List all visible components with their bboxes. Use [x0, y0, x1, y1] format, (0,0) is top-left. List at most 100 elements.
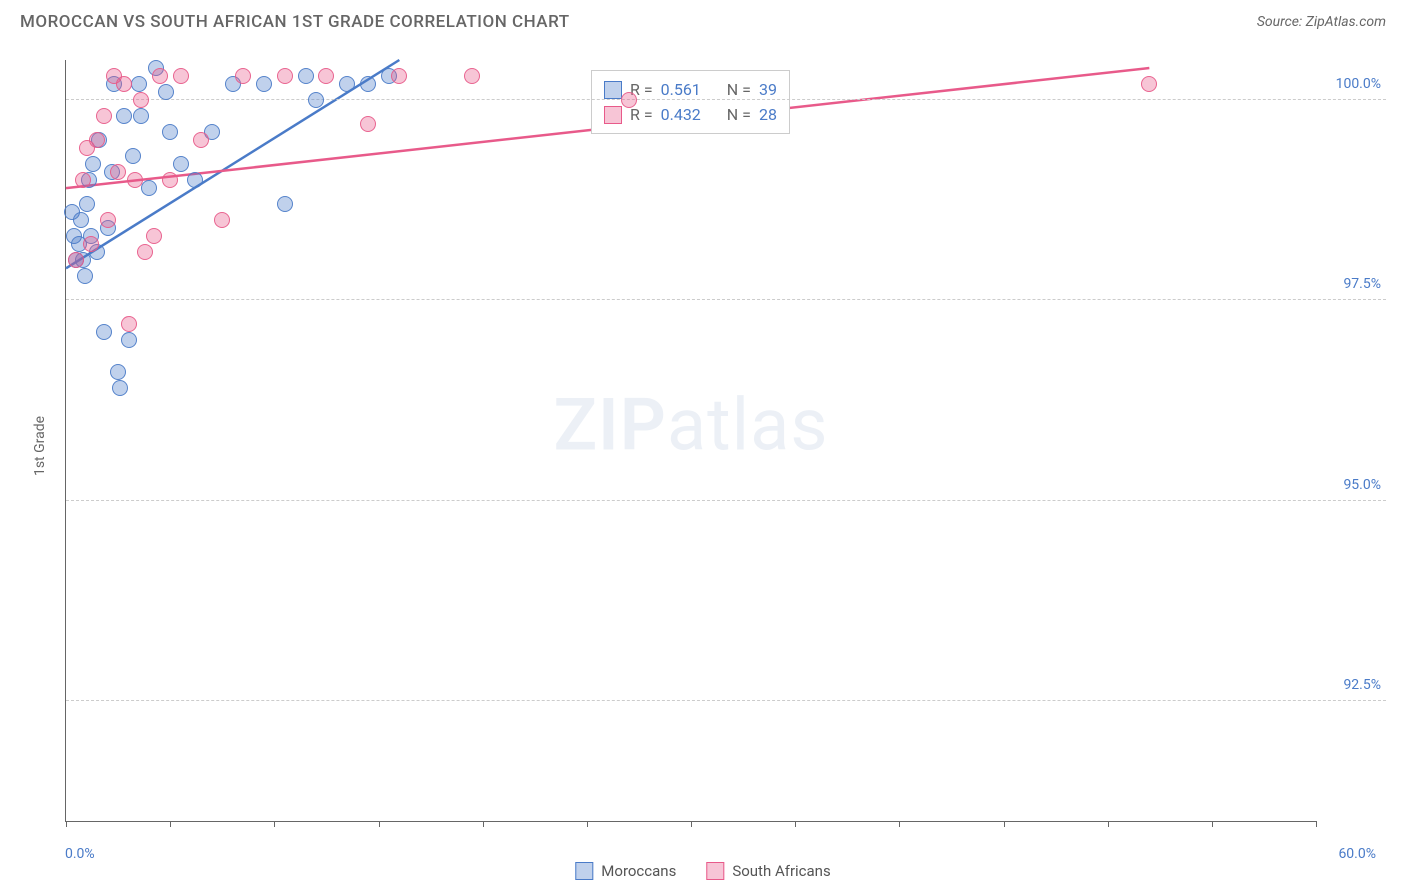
gridline-h [66, 500, 1386, 501]
y-tick-label: 92.5% [1343, 677, 1381, 693]
scatter-point [1141, 76, 1157, 92]
legend-item: Moroccans [575, 862, 676, 880]
source-prefix: Source: [1257, 14, 1306, 30]
x-tick [1108, 821, 1109, 827]
chart-source: Source: ZipAtlas.com [1257, 14, 1386, 30]
x-tick [1316, 821, 1317, 827]
scatter-point [152, 68, 168, 84]
x-tick [587, 821, 588, 827]
scatter-point [75, 172, 91, 188]
watermark-zip: ZIP [553, 383, 666, 468]
scatter-point [77, 268, 93, 284]
scatter-point [89, 132, 105, 148]
legend-item: South Africans [706, 862, 830, 880]
scatter-point [121, 332, 137, 348]
plot-region: ZIPatlas R =0.561N =39R =0.432N =28 92.5… [65, 60, 1316, 822]
scatter-point [162, 124, 178, 140]
scatter-point [96, 108, 112, 124]
scatter-point [127, 172, 143, 188]
series-legend: Moroccans South Africans [575, 862, 830, 880]
x-tick [379, 821, 380, 827]
x-axis-min-label: 0.0% [65, 846, 95, 862]
legend-n-label: N = [727, 105, 751, 124]
scatter-point [158, 84, 174, 100]
scatter-point [339, 76, 355, 92]
scatter-point [187, 172, 203, 188]
legend-n-label: N = [727, 80, 751, 99]
scatter-point [360, 76, 376, 92]
x-tick [274, 821, 275, 827]
scatter-point [133, 108, 149, 124]
scatter-point [125, 148, 141, 164]
scatter-point [277, 68, 293, 84]
scatter-point [162, 172, 178, 188]
scatter-point [193, 132, 209, 148]
legend-swatch [706, 862, 724, 880]
legend-n-value: 28 [759, 105, 777, 124]
scatter-point [110, 164, 126, 180]
scatter-point [308, 92, 324, 108]
chart-area: 1st Grade ZIPatlas R =0.561N =39R =0.432… [20, 50, 1386, 842]
watermark: ZIPatlas [553, 383, 828, 468]
scatter-point [137, 244, 153, 260]
gridline-h [66, 299, 1386, 300]
legend-swatch [604, 81, 622, 99]
legend-swatch [604, 106, 622, 124]
legend-r-value: 0.561 [661, 80, 701, 99]
scatter-point [173, 68, 189, 84]
scatter-point [96, 324, 112, 340]
source-name: ZipAtlas.com [1306, 14, 1386, 30]
scatter-point [277, 196, 293, 212]
scatter-point [298, 68, 314, 84]
scatter-point [235, 68, 251, 84]
y-tick-label: 100.0% [1336, 76, 1381, 92]
scatter-point [116, 76, 132, 92]
scatter-point [256, 76, 272, 92]
scatter-point [83, 236, 99, 252]
scatter-point [68, 252, 84, 268]
x-tick [691, 821, 692, 827]
gridline-h [66, 99, 1386, 100]
x-tick [795, 821, 796, 827]
y-axis-label: 1st Grade [32, 416, 48, 476]
scatter-point [110, 364, 126, 380]
legend-r-label: R = [630, 105, 653, 124]
gridline-h [66, 700, 1386, 701]
chart-header: MOROCCAN VS SOUTH AFRICAN 1ST GRADE CORR… [0, 0, 1406, 40]
x-tick [66, 821, 67, 827]
y-tick-label: 95.0% [1343, 477, 1381, 493]
scatter-point [621, 92, 637, 108]
scatter-point [391, 68, 407, 84]
scatter-point [100, 212, 116, 228]
chart-title: MOROCCAN VS SOUTH AFRICAN 1ST GRADE CORR… [20, 12, 570, 32]
scatter-point [146, 228, 162, 244]
scatter-point [121, 316, 137, 332]
legend-n-value: 39 [759, 80, 777, 99]
scatter-point [173, 156, 189, 172]
x-tick [899, 821, 900, 827]
x-tick [483, 821, 484, 827]
scatter-point [318, 68, 334, 84]
legend-r-value: 0.432 [661, 105, 701, 124]
x-axis-max-label: 60.0% [1338, 846, 1376, 862]
legend-swatch [575, 862, 593, 880]
scatter-point [133, 92, 149, 108]
scatter-point [141, 180, 157, 196]
scatter-point [131, 76, 147, 92]
scatter-point [79, 196, 95, 212]
scatter-point [112, 380, 128, 396]
x-tick [1004, 821, 1005, 827]
x-tick [170, 821, 171, 827]
scatter-point [214, 212, 230, 228]
x-tick [1212, 821, 1213, 827]
scatter-point [73, 212, 89, 228]
scatter-point [116, 108, 132, 124]
watermark-atlas: atlas [667, 383, 829, 468]
scatter-point [464, 68, 480, 84]
scatter-point [360, 116, 376, 132]
legend-label: Moroccans [601, 862, 676, 880]
scatter-point [85, 156, 101, 172]
legend-label: South Africans [732, 862, 830, 880]
y-tick-label: 97.5% [1343, 276, 1381, 292]
trend-lines-layer [66, 60, 1316, 821]
